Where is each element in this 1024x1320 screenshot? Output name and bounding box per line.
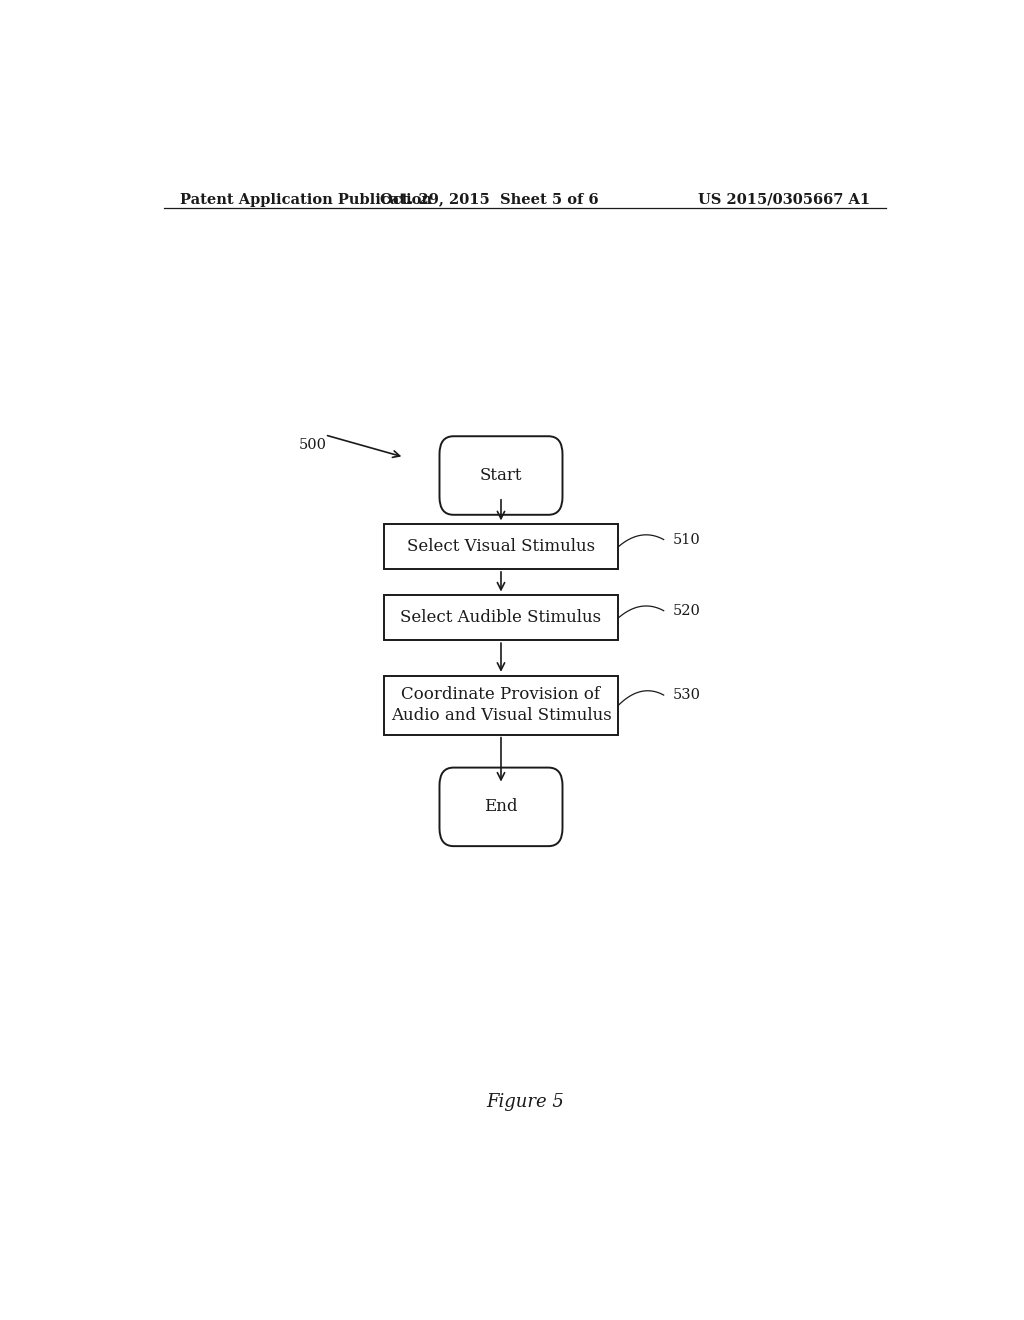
Text: Figure 5: Figure 5 <box>485 1093 564 1110</box>
Text: Patent Application Publication: Patent Application Publication <box>179 193 431 206</box>
Bar <box>384 676 618 735</box>
FancyBboxPatch shape <box>439 768 562 846</box>
FancyBboxPatch shape <box>439 436 562 515</box>
Text: Select Visual Stimulus: Select Visual Stimulus <box>407 539 595 556</box>
Text: Select Audible Stimulus: Select Audible Stimulus <box>400 610 601 626</box>
Bar <box>384 524 618 569</box>
Text: End: End <box>484 799 518 816</box>
Text: 530: 530 <box>673 688 700 702</box>
Text: 510: 510 <box>673 532 700 546</box>
Text: Start: Start <box>479 467 522 484</box>
Text: 500: 500 <box>299 438 327 451</box>
Bar <box>384 595 618 640</box>
Text: US 2015/0305667 A1: US 2015/0305667 A1 <box>698 193 870 206</box>
Text: Coordinate Provision of
Audio and Visual Stimulus: Coordinate Provision of Audio and Visual… <box>390 686 611 725</box>
Text: 520: 520 <box>673 603 700 618</box>
Text: Oct. 29, 2015  Sheet 5 of 6: Oct. 29, 2015 Sheet 5 of 6 <box>380 193 598 206</box>
